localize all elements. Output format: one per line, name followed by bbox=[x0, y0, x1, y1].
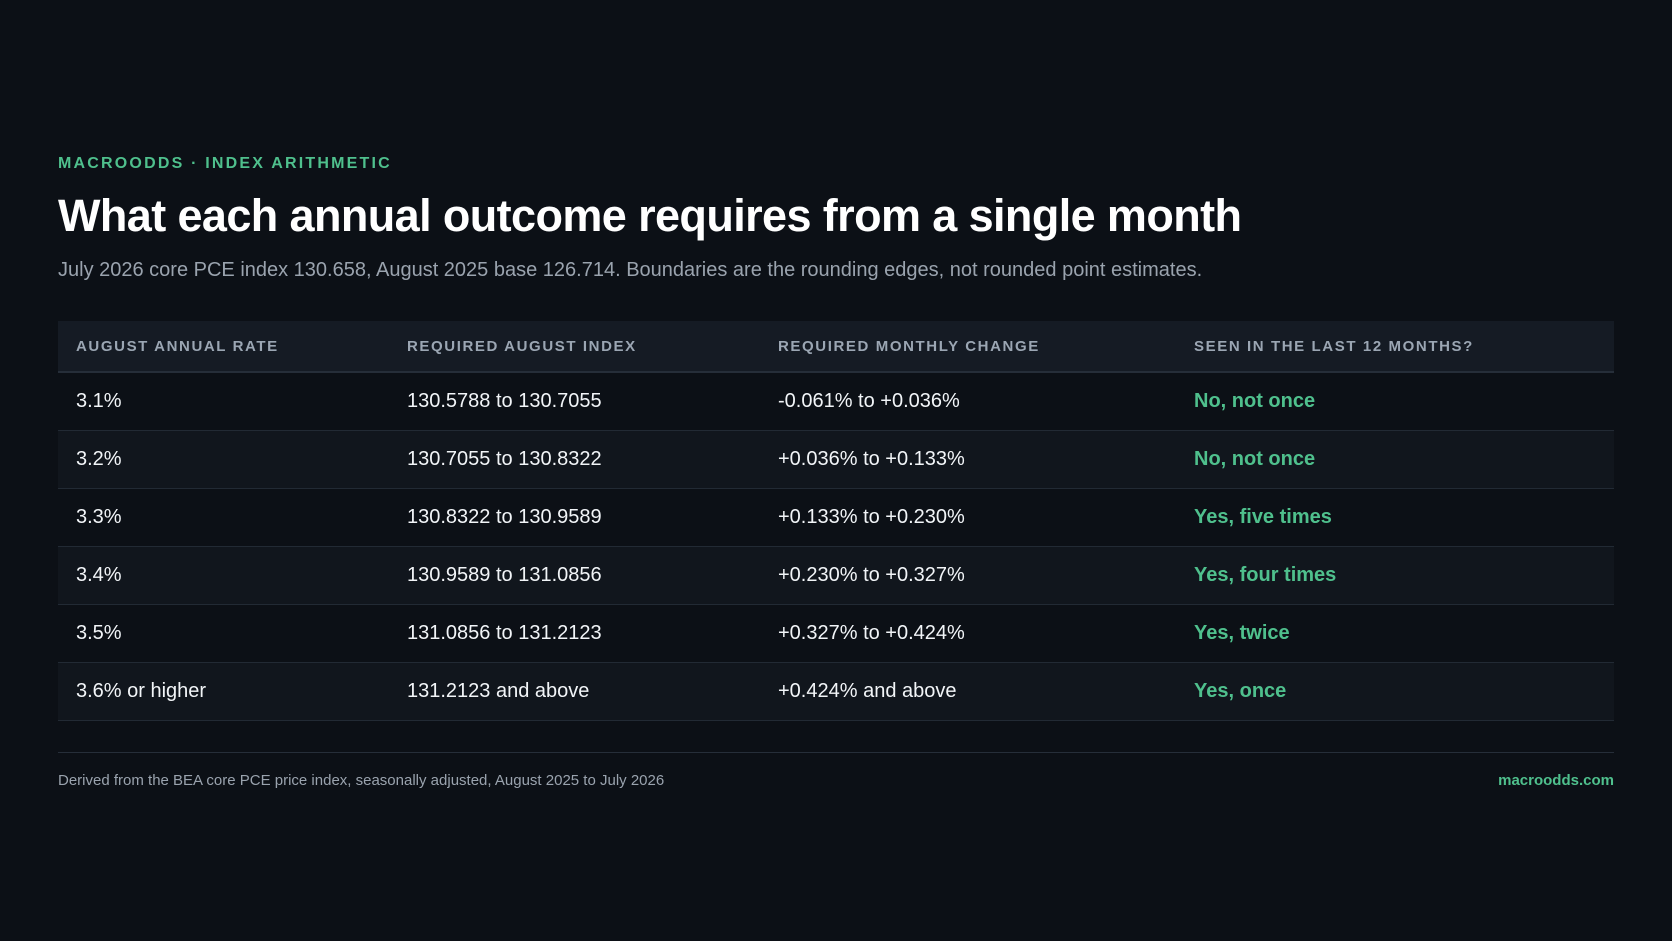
cell-annual-rate: 3.3% bbox=[58, 488, 389, 547]
column-header-monthly-change: REQUIRED MONTHLY CHANGE bbox=[760, 321, 1176, 373]
source-note: Derived from the BEA core PCE price inde… bbox=[58, 772, 665, 789]
outcome-table: AUGUST ANNUAL RATE REQUIRED AUGUST INDEX… bbox=[58, 321, 1614, 721]
cell-monthly-change: +0.036% to +0.133% bbox=[760, 430, 1176, 489]
page-subtitle: July 2026 core PCE index 130.658, August… bbox=[58, 259, 1203, 281]
cell-monthly-change: +0.327% to +0.424% bbox=[760, 604, 1176, 663]
cell-required-index: 130.9589 to 131.0856 bbox=[389, 546, 760, 605]
cell-seen: Yes, twice bbox=[1176, 604, 1614, 663]
cell-seen: Yes, once bbox=[1176, 662, 1614, 721]
cell-annual-rate: 3.1% bbox=[58, 372, 389, 431]
cell-annual-rate: 3.4% bbox=[58, 546, 389, 605]
cell-monthly-change: +0.424% and above bbox=[760, 662, 1176, 721]
column-header-seen: SEEN IN THE LAST 12 MONTHS? bbox=[1176, 321, 1614, 373]
table-row: 3.5% 131.0856 to 131.2123 +0.327% to +0.… bbox=[58, 604, 1614, 663]
table-row: 3.3% 130.8322 to 130.9589 +0.133% to +0.… bbox=[58, 488, 1614, 547]
cell-required-index: 130.8322 to 130.9589 bbox=[389, 488, 760, 547]
cell-seen: No, not once bbox=[1176, 430, 1614, 489]
cell-annual-rate: 3.6% or higher bbox=[58, 662, 389, 721]
cell-seen: No, not once bbox=[1176, 372, 1614, 431]
table-header-row: AUGUST ANNUAL RATE REQUIRED AUGUST INDEX… bbox=[58, 321, 1614, 373]
cell-annual-rate: 3.2% bbox=[58, 430, 389, 489]
column-header-annual-rate: AUGUST ANNUAL RATE bbox=[58, 321, 389, 373]
page-title: What each annual outcome requires from a… bbox=[58, 190, 1242, 241]
cell-monthly-change: +0.230% to +0.327% bbox=[760, 546, 1176, 605]
cell-annual-rate: 3.5% bbox=[58, 604, 389, 663]
column-header-required-index: REQUIRED AUGUST INDEX bbox=[389, 321, 760, 373]
table-row: 3.2% 130.7055 to 130.8322 +0.036% to +0.… bbox=[58, 430, 1614, 489]
table-row: 3.6% or higher 131.2123 and above +0.424… bbox=[58, 662, 1614, 721]
cell-monthly-change: -0.061% to +0.036% bbox=[760, 372, 1176, 431]
cell-monthly-change: +0.133% to +0.230% bbox=[760, 488, 1176, 547]
footer-divider bbox=[58, 752, 1614, 753]
cell-seen: Yes, five times bbox=[1176, 488, 1614, 547]
cell-required-index: 131.2123 and above bbox=[389, 662, 760, 721]
table-row: 3.4% 130.9589 to 131.0856 +0.230% to +0.… bbox=[58, 546, 1614, 605]
cell-required-index: 130.5788 to 130.7055 bbox=[389, 372, 760, 431]
cell-seen: Yes, four times bbox=[1176, 546, 1614, 605]
site-link[interactable]: macroodds.com bbox=[1498, 772, 1614, 789]
cell-required-index: 130.7055 to 130.8322 bbox=[389, 430, 760, 489]
cell-required-index: 131.0856 to 131.2123 bbox=[389, 604, 760, 663]
table-row: 3.1% 130.5788 to 130.7055 -0.061% to +0.… bbox=[58, 372, 1614, 431]
eyebrow-label: MACROODDS · INDEX ARITHMETIC bbox=[58, 155, 392, 172]
